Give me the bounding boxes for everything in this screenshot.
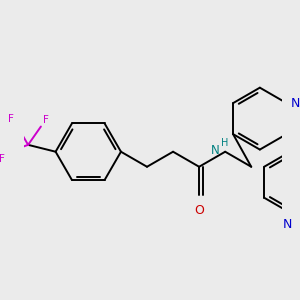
Text: H: H (221, 138, 229, 148)
Text: F: F (44, 115, 50, 125)
Text: F: F (8, 114, 14, 124)
Text: F: F (0, 154, 4, 164)
Text: N: N (211, 144, 220, 158)
Text: N: N (283, 218, 292, 231)
Text: O: O (194, 204, 204, 217)
Text: N: N (291, 97, 300, 110)
